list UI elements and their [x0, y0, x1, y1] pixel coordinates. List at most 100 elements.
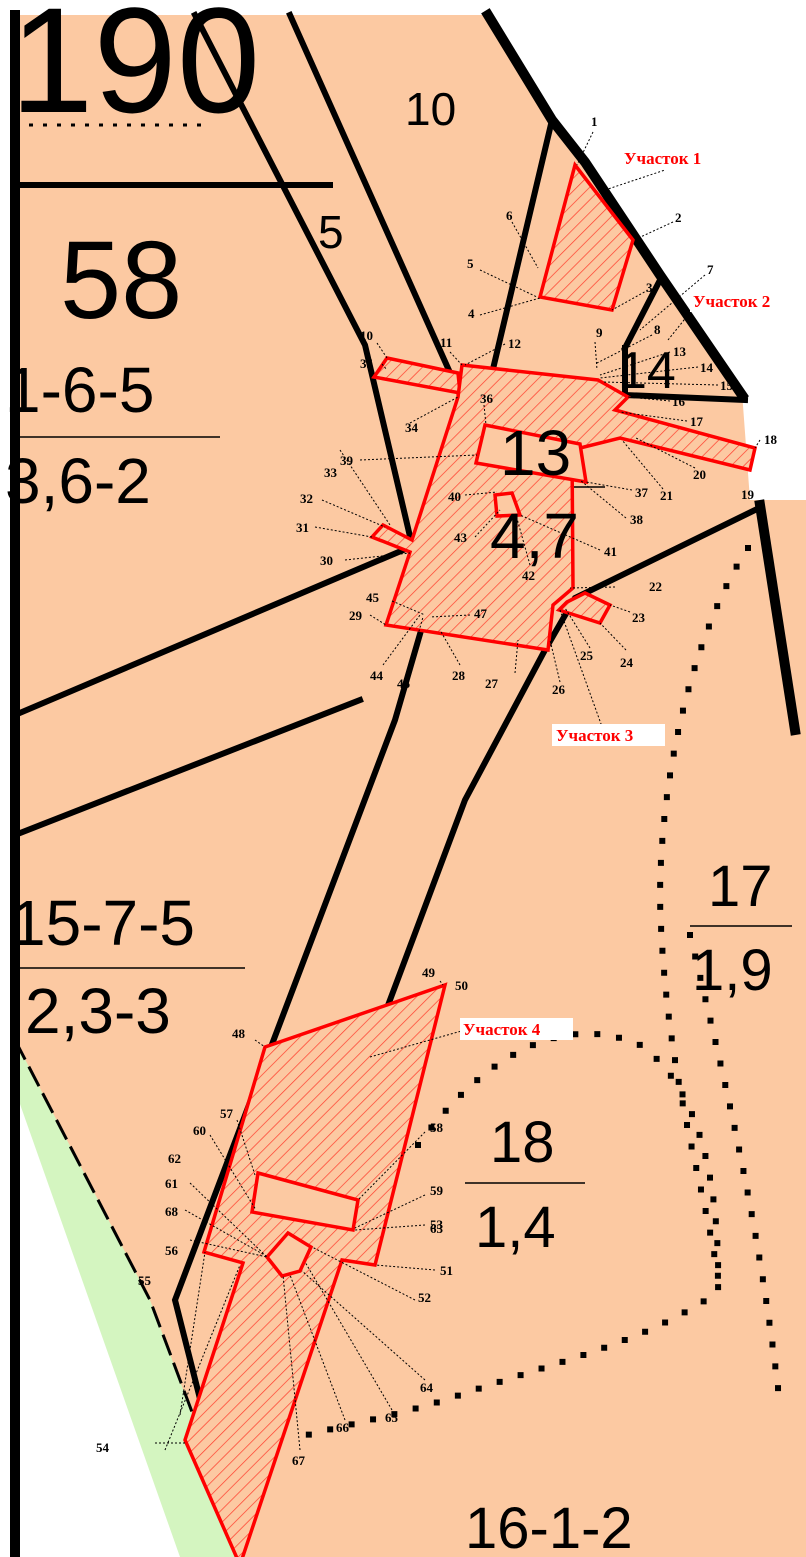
- point-label: 17: [690, 414, 704, 429]
- outer-boundary-ne: [481, 8, 749, 402]
- point-label: 2: [675, 210, 682, 225]
- point-label: 62: [168, 1151, 181, 1166]
- stand-denominator: 3,6-2: [5, 445, 151, 517]
- point-label: 8: [654, 322, 661, 337]
- stand-denominator: 4,7: [490, 500, 579, 572]
- plot-2-exclusion: [473, 422, 589, 485]
- point-numbers: 1 2 3 4 5 6 7 8 9 10 11 12 13 14 15 16 1…: [96, 114, 778, 1468]
- parcel-line: [11, 541, 419, 719]
- point-label: 15: [720, 378, 734, 393]
- point-label: 4: [468, 306, 475, 321]
- plot-label-2: Участок 2: [693, 292, 770, 311]
- point-label: 55: [138, 1273, 152, 1288]
- stand-dotted-boundary: [286, 1030, 722, 1444]
- stand-label-bottom: 16-1-2: [465, 1496, 633, 1557]
- compartment-label: 14: [618, 342, 676, 400]
- point-label: 52: [418, 1290, 431, 1305]
- point-label: 33: [324, 465, 338, 480]
- plot-2-exclusion: [493, 491, 523, 518]
- point-label: 30: [320, 553, 333, 568]
- point-label: 54: [96, 1440, 110, 1455]
- point-label: 18: [764, 432, 778, 447]
- outer-boundary-east: [754, 499, 801, 736]
- point-label: 13: [673, 344, 687, 359]
- point-label: 29: [349, 608, 363, 623]
- stand-denominator: 1,4: [475, 1195, 556, 1260]
- point-label: 40: [448, 489, 461, 504]
- point-label: 25: [580, 648, 594, 663]
- point-label: 47: [474, 606, 488, 621]
- point-label: 9: [596, 325, 603, 340]
- parcel-line: [620, 275, 665, 353]
- point-label: 5: [467, 256, 474, 271]
- point-label: 28: [452, 668, 466, 683]
- compartment-label: 5: [318, 206, 344, 258]
- point-label: 65: [385, 1410, 399, 1425]
- point-label: 53: [430, 1217, 444, 1232]
- plot-4-exclusion: [250, 1170, 360, 1233]
- point-label: 51: [440, 1263, 453, 1278]
- point-label: 63: [430, 1221, 444, 1236]
- point-label: 36: [480, 391, 494, 406]
- point-label: 37: [635, 485, 649, 500]
- parcel-line: [190, 10, 416, 549]
- point-label: 41: [604, 544, 617, 559]
- point-label: 38: [630, 512, 644, 527]
- point-label: 68: [165, 1204, 179, 1219]
- parcel-line: [11, 696, 364, 839]
- point-label: 14: [700, 360, 714, 375]
- point-label: 49: [422, 965, 436, 980]
- point-label: 26: [552, 682, 566, 697]
- plot-label-3: Участок 3: [556, 726, 633, 745]
- parcel-line: [286, 11, 464, 399]
- parcel-line: [171, 116, 556, 1557]
- point-label: 34: [405, 420, 419, 435]
- point-label: 1: [591, 114, 598, 129]
- point-label: 60: [193, 1123, 206, 1138]
- point-label: 50: [455, 978, 468, 993]
- compartment-label: 58: [60, 219, 182, 342]
- point-label: 59: [430, 1183, 444, 1198]
- stand-denominator: 2,3-3: [25, 975, 171, 1047]
- point-label: 32: [300, 491, 313, 506]
- point-label: 39: [340, 453, 354, 468]
- plot-label-1: Участок 1: [624, 149, 701, 168]
- point-label: 66: [336, 1420, 350, 1435]
- point-label: 61: [165, 1176, 178, 1191]
- plot-4-area: [183, 982, 448, 1557]
- stand-numerator: 18: [490, 1110, 555, 1175]
- plot-label-4: Участок 4: [463, 1020, 541, 1039]
- point-label: 57: [220, 1106, 234, 1121]
- point-label: 7: [707, 262, 714, 277]
- point-label: 6: [506, 208, 513, 223]
- point-label: 12: [508, 336, 521, 351]
- compartment-label: 10: [405, 83, 456, 135]
- point-label: 43: [454, 530, 468, 545]
- point-label: 58: [430, 1120, 444, 1135]
- point-label: 23: [632, 610, 646, 625]
- point-label: 64: [420, 1380, 434, 1395]
- point-label: 10: [360, 328, 373, 343]
- point-leaders: [155, 131, 761, 1451]
- stand-numerator: 17: [708, 854, 773, 919]
- point-label: 20: [693, 467, 706, 482]
- stand-numerator: 13: [500, 417, 571, 489]
- point-label: 31: [296, 520, 309, 535]
- stand-denominator: 1,9: [692, 938, 773, 1003]
- point-label: 42: [522, 568, 535, 583]
- point-label: 44: [370, 668, 384, 683]
- point-label: 3: [646, 280, 653, 295]
- point-label: 11: [440, 335, 452, 350]
- point-label: 46: [397, 676, 411, 691]
- plot-4-exclusion: [264, 1230, 314, 1278]
- stand-dotted-boundary: [686, 931, 784, 1409]
- point-label: 27: [485, 676, 499, 691]
- point-label: 24: [620, 655, 634, 670]
- point-label: 19: [741, 487, 755, 502]
- compartment-label: 190: [10, 0, 260, 144]
- point-label: 16: [672, 394, 686, 409]
- point-label: 35: [360, 356, 374, 371]
- point-label: 45: [366, 590, 380, 605]
